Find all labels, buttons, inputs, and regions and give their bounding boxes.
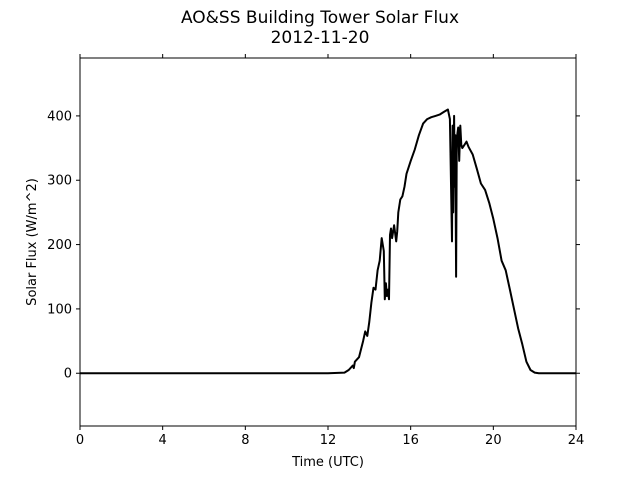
x-tick-label: 24 [568,433,585,448]
x-tick-label: 20 [485,433,502,448]
y-axis-label: Solar Flux (W/m^2) [25,178,40,306]
plot-frame [79,57,577,427]
y-tick-label: 100 [47,302,72,317]
chart-title: AO&SS Building Tower Solar Flux [180,8,460,28]
y-tick-label: 0 [64,367,72,382]
x-tick-label: 8 [241,433,249,448]
x-tick-label: 12 [320,433,337,448]
x-tick-label: 16 [402,433,419,448]
y-tick-label: 400 [47,109,72,124]
axis-ticks: 0 4 8 12 16 20 24 0 100 200 300 400 [47,54,584,448]
x-tick-label: 4 [159,433,167,448]
series-line [80,108,576,375]
y-tick-label: 300 [47,174,72,189]
y-tick-label: 200 [47,238,72,253]
x-tick-label: 0 [76,433,84,448]
x-axis-label: Time (UTC) [291,455,364,470]
chart-subtitle: 2012-11-20 [270,28,370,48]
